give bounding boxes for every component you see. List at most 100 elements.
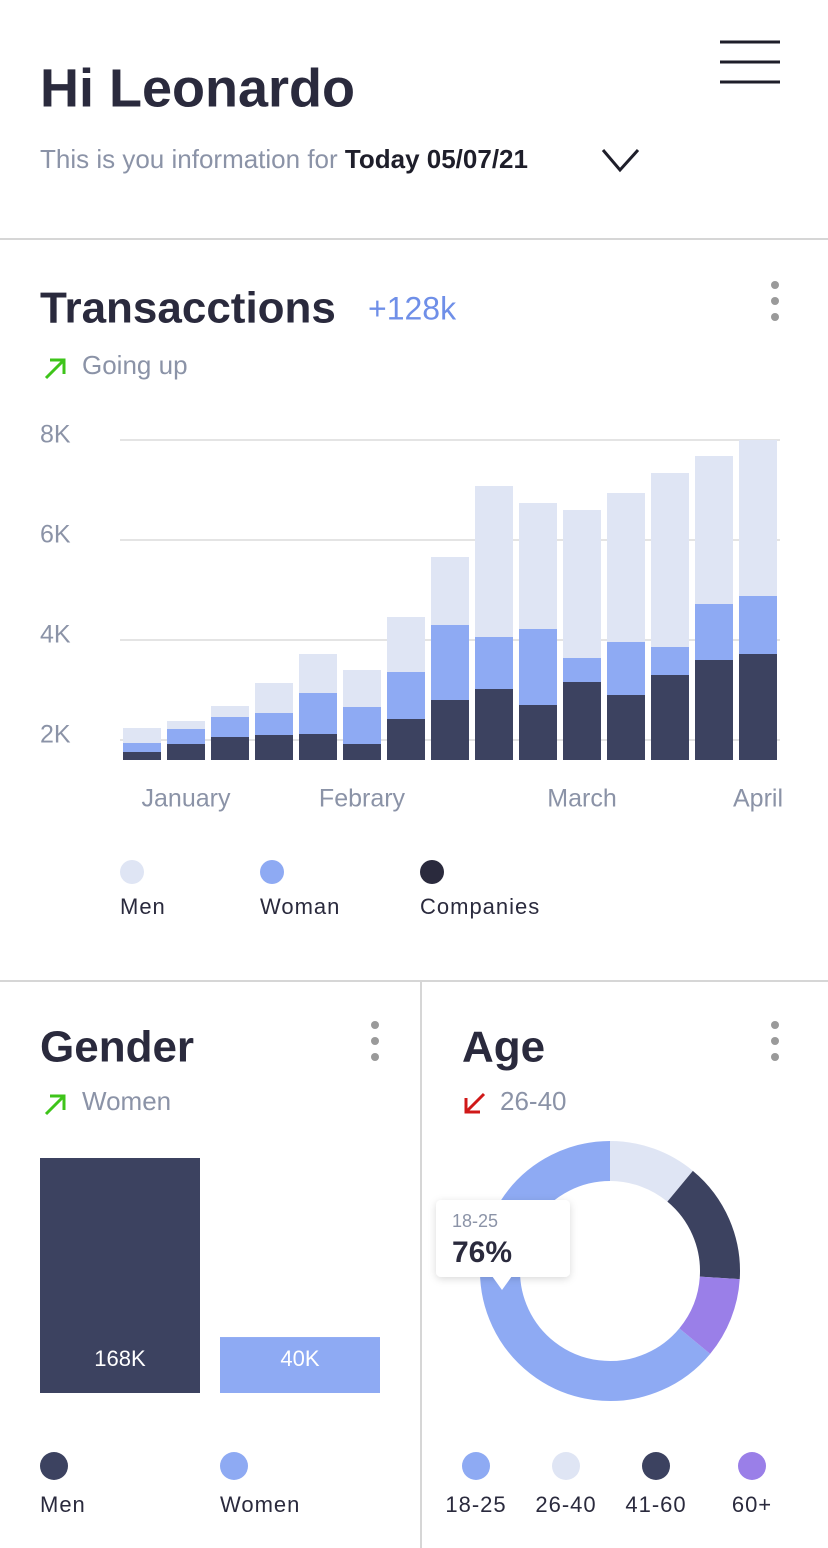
trend: 26-40 (500, 1086, 567, 1116)
x-tick-label: April (733, 785, 783, 813)
bar-segment (299, 734, 337, 760)
bar-segment (431, 625, 469, 700)
bar-segment (431, 557, 469, 625)
legend-label: Men (40, 1492, 86, 1517)
bar-segment (387, 672, 425, 719)
donut-segment (480, 1141, 711, 1401)
x-tick-label: March (547, 785, 616, 813)
bar-segment (387, 617, 425, 672)
legend-label: Men (120, 894, 166, 919)
bar-segment (211, 737, 249, 760)
legend-swatch (462, 1452, 490, 1480)
bar-segment (431, 700, 469, 760)
tooltip-pointer (492, 1276, 512, 1290)
legend-swatch (260, 860, 284, 884)
bar-segment (343, 670, 381, 707)
card-menu[interactable] (771, 1021, 779, 1061)
bar-segment (519, 705, 557, 760)
value-label: 40K (280, 1346, 319, 1371)
date[interactable]: Today 05/07/21 (345, 144, 528, 174)
y-tick-label: 6K (40, 521, 71, 549)
bar-segment (739, 440, 777, 596)
card-title: Transacctions (40, 284, 336, 333)
bar-segment (299, 654, 337, 693)
subtitle: This is you information for (40, 144, 338, 174)
dot (771, 297, 779, 305)
bar-segment (651, 647, 689, 675)
legend-swatch (120, 860, 144, 884)
subtitle-line: This is you information for Today 05/07/… (40, 144, 528, 174)
bar-segment (167, 729, 205, 744)
legend-label: 60+ (732, 1492, 772, 1517)
bar-segment (519, 503, 557, 629)
dot (771, 1021, 779, 1029)
legend-label: Women (220, 1492, 300, 1517)
bar-segment (607, 695, 645, 760)
trend: Women (82, 1086, 171, 1116)
card-menu[interactable] (771, 281, 779, 321)
bar-segment (651, 473, 689, 647)
bar-segment (739, 596, 777, 654)
menu-button[interactable] (720, 40, 780, 84)
legend-swatch (552, 1452, 580, 1480)
bar-segment (343, 744, 381, 760)
dot (771, 1037, 779, 1045)
card-title: Gender (40, 1023, 194, 1072)
bar (40, 1158, 200, 1393)
donut-segment (666, 1170, 740, 1280)
bar-segment (167, 744, 205, 760)
bar-segment (123, 752, 161, 760)
bar-segment (607, 493, 645, 642)
tooltip-category: 18-25 (452, 1211, 498, 1231)
bar-segment (519, 629, 557, 705)
bar-segment (563, 682, 601, 760)
bar-segment (475, 486, 513, 637)
bar-segment (255, 713, 293, 735)
donut-segment (678, 1275, 740, 1354)
y-tick-label: 8K (40, 421, 71, 449)
bar-segment (695, 660, 733, 760)
up-arrow (44, 358, 66, 380)
bar-segment (255, 683, 293, 713)
x-tick-label: January (142, 785, 231, 813)
legend-label: 18-25 (445, 1492, 506, 1517)
bar-segment (211, 717, 249, 737)
bar-segment (563, 658, 601, 682)
trend: Going up (82, 350, 188, 380)
greeting: Hi Leonardo (40, 58, 355, 118)
bar-segment (695, 456, 733, 604)
bar-segment (211, 706, 249, 717)
card-menu[interactable] (371, 1021, 379, 1061)
bar-segment (387, 719, 425, 760)
date-chevron[interactable] (601, 148, 640, 173)
y-tick-label: 2K (40, 721, 71, 749)
tooltip-text: 76% (452, 1236, 512, 1269)
x-tick-label: Febrary (319, 785, 406, 813)
legend-label: 41-60 (625, 1492, 686, 1517)
y-tick-label: 4K (40, 621, 71, 649)
card-title: Age (462, 1023, 545, 1072)
legend-swatch (642, 1452, 670, 1480)
bar-segment (475, 637, 513, 689)
up-arrow (44, 1094, 66, 1116)
dot (371, 1053, 379, 1061)
legend-label: Woman (260, 894, 340, 919)
tooltip: 18-25 76% (436, 1200, 570, 1290)
dot (371, 1037, 379, 1045)
bar (220, 1337, 380, 1393)
legend-label: 26-40 (535, 1492, 596, 1517)
dot (371, 1021, 379, 1029)
legend-label: Companies (420, 894, 540, 919)
donut (480, 1141, 740, 1401)
bar-segment (475, 689, 513, 760)
bar-segment (167, 721, 205, 729)
dot (771, 1053, 779, 1061)
bar-segment (343, 707, 381, 744)
bar-segment (607, 642, 645, 695)
change: +128k (368, 290, 457, 326)
bar-segment (299, 693, 337, 734)
legend-swatch (40, 1452, 68, 1480)
bar-segment (255, 735, 293, 760)
